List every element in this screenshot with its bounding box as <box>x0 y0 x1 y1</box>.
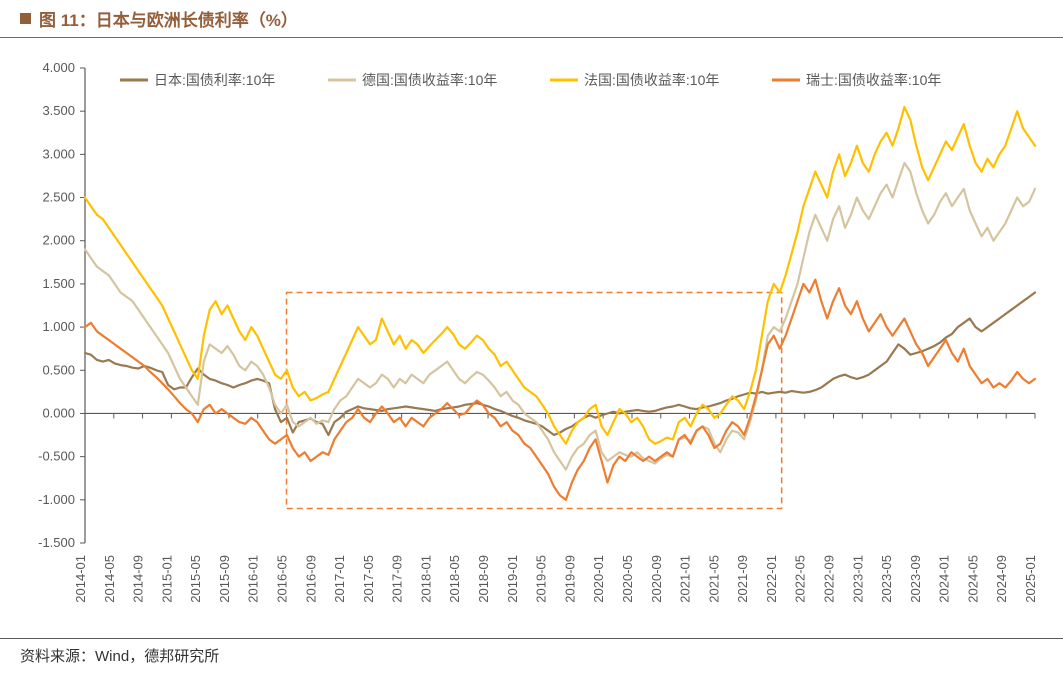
svg-text:2022-05: 2022-05 <box>793 555 808 603</box>
svg-text:-1.500: -1.500 <box>38 535 75 550</box>
svg-text:2019-09: 2019-09 <box>562 555 577 603</box>
svg-text:1.000: 1.000 <box>42 319 75 334</box>
svg-text:2022-09: 2022-09 <box>821 555 836 603</box>
svg-text:2020-05: 2020-05 <box>620 555 635 603</box>
svg-text:4.000: 4.000 <box>42 60 75 75</box>
svg-text:2015-09: 2015-09 <box>217 555 232 603</box>
svg-text:日本:国债利率:10年: 日本:国债利率:10年 <box>154 72 275 88</box>
figure-title: 图 11：日本与欧洲长债利率（%） <box>39 6 298 31</box>
svg-text:法国:国债收益率:10年: 法国:国债收益率:10年 <box>584 72 719 88</box>
svg-text:2016-05: 2016-05 <box>275 555 290 603</box>
svg-text:2021-09: 2021-09 <box>735 555 750 603</box>
source-label: 资料来源： <box>20 648 95 665</box>
svg-text:2016-01: 2016-01 <box>246 555 261 603</box>
svg-text:2.000: 2.000 <box>42 233 75 248</box>
svg-text:德国:国债收益率:10年: 德国:国债收益率:10年 <box>362 72 497 88</box>
title-prefix: 图 11： <box>39 11 96 30</box>
svg-text:-0.500: -0.500 <box>38 449 75 464</box>
svg-text:2024-01: 2024-01 <box>937 555 952 603</box>
svg-text:-1.000: -1.000 <box>38 492 75 507</box>
svg-text:2014-05: 2014-05 <box>102 555 117 603</box>
svg-text:瑞士:国债收益率:10年: 瑞士:国债收益率:10年 <box>806 72 941 88</box>
svg-text:2.500: 2.500 <box>42 190 75 205</box>
svg-text:2023-09: 2023-09 <box>908 555 923 603</box>
svg-text:2022-01: 2022-01 <box>764 555 779 603</box>
svg-text:2020-09: 2020-09 <box>649 555 664 603</box>
title-text: 日本与欧洲长债利率（%） <box>96 11 298 30</box>
svg-text:2015-01: 2015-01 <box>159 555 174 603</box>
source-text: Wind，德邦研究所 <box>95 648 219 665</box>
chart-area: -1.500 -1.000 -0.500 0.000 0.500 1.000 1.500 2.… <box>0 38 1063 638</box>
title-bullet <box>20 13 31 24</box>
svg-text:2024-05: 2024-05 <box>965 555 980 603</box>
svg-text:2025-01: 2025-01 <box>1023 555 1038 603</box>
line-chart-svg: -1.500 -1.000 -0.500 0.000 0.500 1.000 1.500 2.… <box>0 38 1063 638</box>
svg-text:2023-01: 2023-01 <box>850 555 865 603</box>
svg-text:2020-01: 2020-01 <box>591 555 606 603</box>
svg-text:3.000: 3.000 <box>42 146 75 161</box>
svg-text:2019-05: 2019-05 <box>534 555 549 603</box>
svg-text:2015-05: 2015-05 <box>188 555 203 603</box>
svg-text:2017-01: 2017-01 <box>332 555 347 603</box>
figure-title-bar: 图 11：日本与欧洲长债利率（%） <box>0 0 1063 38</box>
svg-text:0.000: 0.000 <box>42 405 75 420</box>
svg-text:2014-09: 2014-09 <box>131 555 146 603</box>
svg-text:2016-09: 2016-09 <box>303 555 318 603</box>
svg-text:3.500: 3.500 <box>42 103 75 118</box>
svg-text:2023-05: 2023-05 <box>879 555 894 603</box>
svg-text:2024-09: 2024-09 <box>994 555 1009 603</box>
source-bar: 资料来源：Wind，德邦研究所 <box>0 638 1063 666</box>
svg-text:2014-01: 2014-01 <box>73 555 88 603</box>
svg-text:2018-05: 2018-05 <box>447 555 462 603</box>
svg-text:2018-01: 2018-01 <box>418 555 433 603</box>
svg-text:2019-01: 2019-01 <box>505 555 520 603</box>
svg-text:2021-01: 2021-01 <box>678 555 693 603</box>
svg-text:1.500: 1.500 <box>42 276 75 291</box>
svg-text:2017-05: 2017-05 <box>361 555 376 603</box>
svg-text:2021-05: 2021-05 <box>706 555 721 603</box>
svg-text:0.500: 0.500 <box>42 362 75 377</box>
svg-text:2018-09: 2018-09 <box>476 555 491 603</box>
svg-text:2017-09: 2017-09 <box>390 555 405 603</box>
